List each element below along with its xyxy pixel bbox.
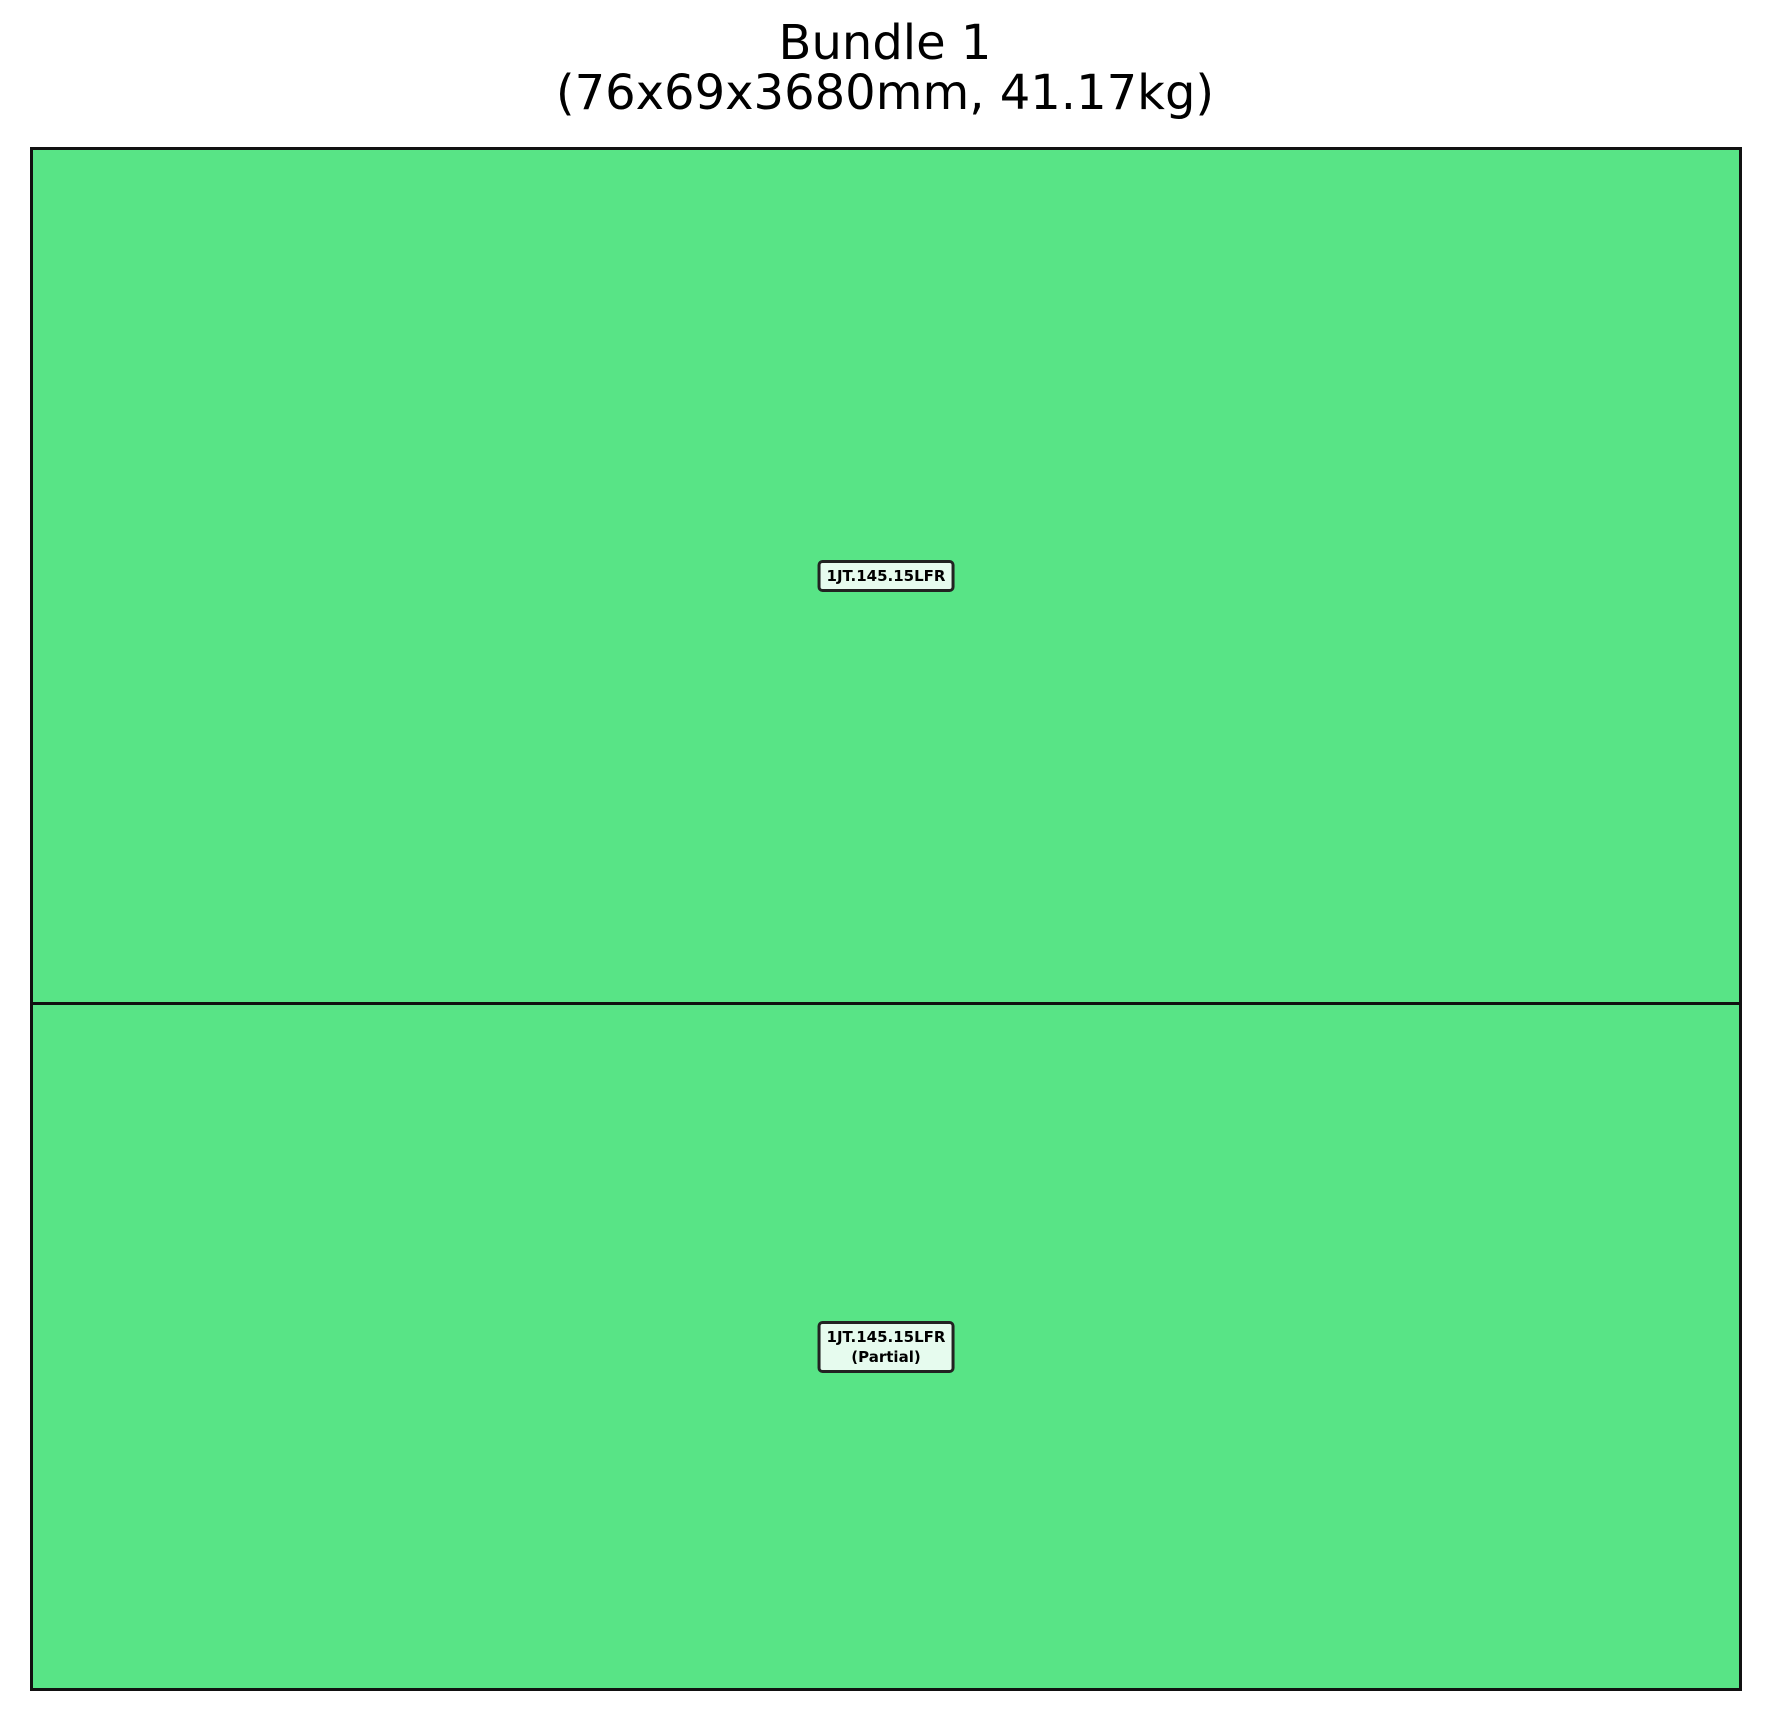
title-bundle-name: Bundle 1 — [778, 15, 992, 71]
piece-2-label-note: (Partial) — [851, 1347, 921, 1366]
piece-1-label-text: 1JT.145.15LFR — [826, 567, 946, 585]
bundle-piece-2: 1JT.145.15LFR (Partial) — [33, 1005, 1739, 1688]
bundle-piece-1: 1JT.145.15LFR — [33, 150, 1739, 1005]
bundle-frame: 1JT.145.15LFR 1JT.145.15LFR (Partial) — [30, 147, 1742, 1691]
piece-2-label-text: 1JT.145.15LFR — [826, 1327, 946, 1346]
diagram-title: Bundle 1 (76x69x3680mm, 41.17kg) — [0, 18, 1770, 118]
piece-2-label: 1JT.145.15LFR (Partial) — [817, 1320, 955, 1373]
title-bundle-specs: (76x69x3680mm, 41.17kg) — [555, 65, 1215, 121]
piece-1-label: 1JT.145.15LFR — [817, 560, 955, 592]
